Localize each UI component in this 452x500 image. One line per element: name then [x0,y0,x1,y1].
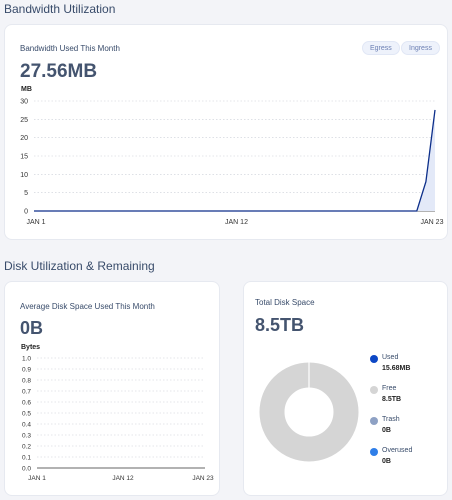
used-color-swatch [370,355,378,363]
trash-color-swatch [370,417,378,425]
disk-section-title: Disk Utilization & Remaining [4,259,155,273]
y-tick-label: 0.4 [22,422,31,429]
y-tick-label: 30 [20,99,28,106]
bandwidth-area [34,109,435,211]
legend-overused-value: 0B [382,458,391,465]
bandwidth-line [34,109,436,212]
y-tick-label: 0.6 [22,400,31,407]
overused-color-swatch [370,448,378,456]
x-tick-label: JAN 12 [225,219,248,226]
bandwidth-card: Bandwidth Used This Month Egress Ingress… [4,24,448,240]
y-tick-label: 1.0 [22,356,31,363]
bandwidth-unit-label: MB [21,86,32,93]
x-tick-label: JAN 1 [28,475,46,482]
y-tick-label: 0.0 [22,466,31,473]
y-tick-label: 0.3 [22,433,31,440]
x-tick-label: JAN 1 [26,219,45,226]
free-color-swatch [370,386,378,394]
total-disk-value: 8.5TB [255,315,305,335]
x-tick-label: JAN 23 [192,475,214,482]
avg-disk-title: Average Disk Space Used This Month [20,302,155,311]
egress-button[interactable]: Egress [362,41,400,55]
bandwidth-value: 27.56MB [20,61,98,82]
legend-free-value: 8.5TB [382,396,402,403]
disk-donut-chart [259,362,359,462]
avg-disk-card: Average Disk Space Used This Month 0B By… [4,281,220,496]
total-disk-card: Total Disk Space 8.5TB [243,281,448,496]
avg-disk-chart: 0.0 0.1 0.2 0.3 0.4 0.5 0.6 0.7 0.8 0.9 1.0 JAN 1 JA… [22,356,214,483]
legend-trash-label: Trash [382,416,400,423]
y-tick-label: 0.7 [22,389,31,396]
legend-used-label: Used [382,354,399,361]
legend-used-value: 15.68MB [382,365,411,372]
legend-trash-value: 0B [382,427,391,434]
ingress-button[interactable]: Ingress [401,41,440,55]
y-tick-label: 0.1 [22,455,31,462]
avg-disk-unit-label: Bytes [21,344,41,351]
total-disk-title: Total Disk Space [255,298,315,307]
y-tick-label: 15 [20,154,28,161]
y-tick-label: 10 [20,172,28,179]
bandwidth-chart: 0 5 10 15 20 25 30 JAN 1 JAN 12 JAN 23 [20,99,444,227]
avg-disk-value: 0B [20,318,44,338]
y-tick-label: 0.9 [22,367,31,374]
y-tick-label: 0.2 [22,444,31,451]
y-tick-label: 5 [24,190,28,197]
y-tick-label: 0.8 [22,378,31,385]
y-tick-label: 25 [20,117,28,124]
bandwidth-card-title: Bandwidth Used This Month [20,44,120,53]
y-tick-label: 0.5 [22,411,31,418]
y-tick-label: 0 [24,209,28,216]
bandwidth-section-title: Bandwidth Utilization [4,2,116,16]
y-tick-label: 20 [20,135,28,142]
legend-free-label: Free [382,385,397,392]
x-tick-label: JAN 12 [112,475,134,482]
x-tick-label: JAN 23 [421,219,444,226]
legend-overused-label: Overused [382,447,413,454]
